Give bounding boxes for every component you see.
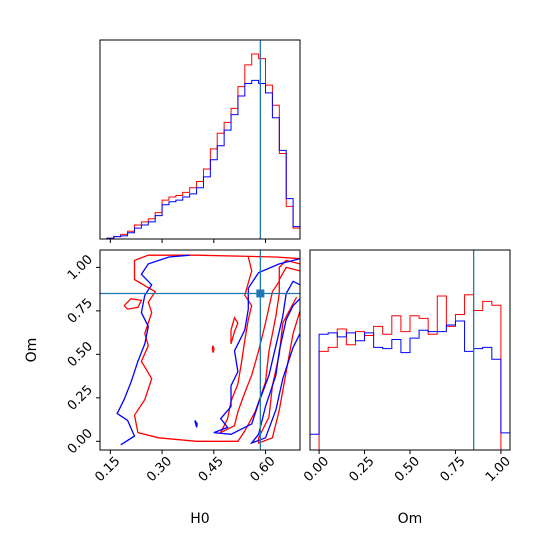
contour-blue-1 [116, 254, 190, 446]
contour-blue-0 [213, 258, 300, 435]
om-histogram-panel: 0.00 0.25 0.50 0.75 1.00 Om [301, 249, 514, 527]
contour-xtick-label: 0.60 [248, 454, 279, 485]
om-hist-series-red [310, 294, 510, 450]
contour-blue-3 [249, 298, 300, 445]
contour-truth-marker [256, 289, 265, 298]
h0-hist-series-red [100, 53, 300, 239]
om-xlabel: Om [398, 511, 423, 527]
om-hist-series-blue [310, 320, 510, 450]
contour-ytick-label: 0.25 [65, 383, 96, 414]
contour-ytick-label: 0.75 [65, 296, 96, 327]
om-xtick-label: 0.00 [301, 454, 332, 485]
contour-red-2 [257, 296, 300, 444]
om-xtick-label: 0.25 [347, 454, 378, 485]
contour-red-4 [211, 345, 215, 353]
om-xtick-label: 1.00 [483, 454, 514, 485]
contour-red-1 [219, 256, 300, 435]
contour-xtick-label: 0.15 [92, 454, 123, 485]
h0-histogram-panel [99, 39, 301, 243]
contour-blue-2 [194, 420, 198, 428]
contour-red-3 [123, 298, 143, 310]
h0-om-contour-panel: 0.15 0.30 0.45 0.60 0.00 0.25 0.50 0.75 1.00 H0 Om [24, 249, 301, 527]
contour-red-5 [230, 316, 239, 345]
contour-xlabel: H0 [190, 511, 209, 527]
contour-xtick-label: 0.45 [196, 454, 227, 485]
h0-axes-frame [99, 39, 301, 240]
contour-ytick-label: 1.00 [65, 252, 96, 283]
contour-xtick-label: 0.30 [144, 454, 175, 485]
om-xtick-label: 0.50 [392, 454, 423, 485]
contour-red-0 [133, 254, 300, 442]
contour-ytick-label: 0.50 [65, 339, 96, 370]
om-xtick-label: 0.75 [437, 454, 468, 485]
h0-hist-series-blue [100, 79, 300, 239]
contour-axes-frame [99, 249, 301, 451]
contour-ytick-label: 0.00 [65, 426, 96, 457]
contour-ylabel: Om [24, 338, 40, 363]
